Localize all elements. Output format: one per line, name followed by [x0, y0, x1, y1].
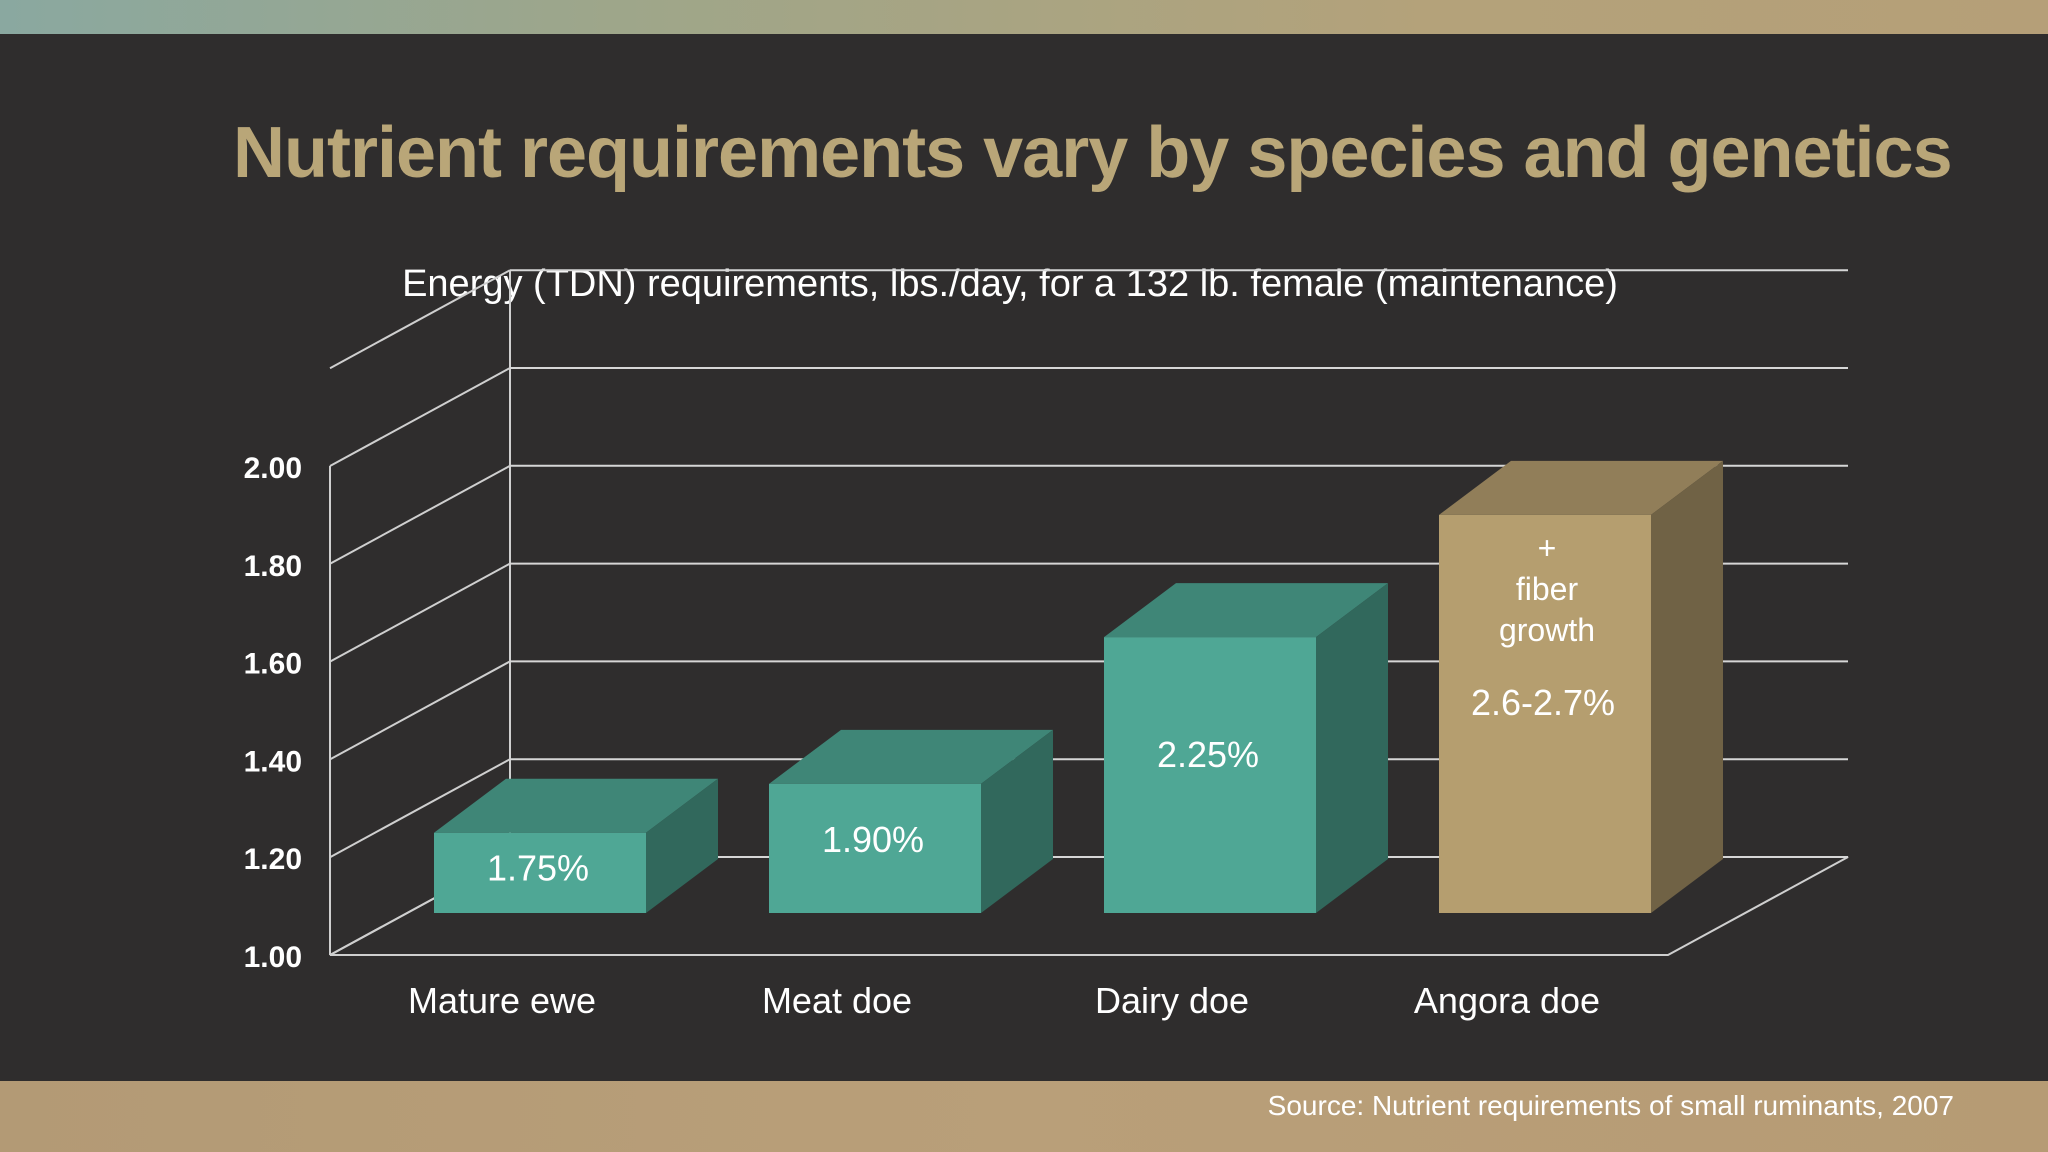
bar-meat-doe: 1.90%: [769, 729, 1053, 913]
bar-data-label: 1.75%: [487, 847, 589, 888]
gridline-diagonal: [329, 367, 511, 467]
bar-annotation: +: [1538, 530, 1557, 566]
bar-front-face: [1104, 637, 1316, 913]
bar-layer: 1.75% 1.90% 2.25% + fiber growth 2.6-2.7%: [434, 460, 1723, 913]
bar-annotation: fiber: [1516, 571, 1579, 607]
x-category-label: Mature ewe: [408, 980, 596, 1021]
slide-title: Nutrient requirements vary by species an…: [233, 113, 1953, 193]
y-tick-label: 1.20: [244, 843, 302, 876]
bottom-texture-strip: [0, 1081, 2048, 1152]
gridline-diagonal: [329, 269, 511, 370]
x-category-label: Meat doe: [762, 980, 912, 1021]
y-tick-label: 1.00: [244, 941, 302, 974]
bar-data-label: 1.90%: [822, 819, 924, 860]
y-tick-label: 1.80: [244, 550, 302, 583]
source-note: Source: Nutrient requirements of small r…: [1267, 1090, 1954, 1121]
gridline-diagonal: [329, 660, 511, 761]
y-tick-label: 2.00: [244, 452, 302, 485]
bar-data-label: 2.25%: [1157, 734, 1259, 775]
bar-side-face: [1651, 460, 1723, 913]
bar-angora-doe: + fiber growth 2.6-2.7%: [1439, 460, 1723, 913]
gridline-diagonal: [329, 464, 511, 565]
bar-data-label: 2.6-2.7%: [1471, 682, 1615, 723]
bar-annotation: growth: [1499, 612, 1595, 648]
y-tick-label: 1.40: [244, 745, 302, 778]
y-tick-labels: 1.00 1.20 1.40 1.60 1.80 2.00: [244, 452, 302, 974]
x-category-label: Dairy doe: [1095, 980, 1249, 1021]
bar-front-face: [1439, 514, 1651, 913]
bar-side-face: [981, 729, 1053, 913]
bar-mature-ewe: 1.75%: [434, 778, 718, 913]
bar-front-face: [769, 783, 981, 913]
bar-top-face: [1439, 460, 1723, 515]
bar-top-face: [1104, 583, 1388, 638]
bar-side-face: [1316, 583, 1388, 913]
x-category-labels: Mature ewe Meat doe Dairy doe Angora doe: [408, 980, 1600, 1021]
bar-top-face: [769, 729, 1053, 784]
y-tick-label: 1.60: [244, 648, 302, 681]
gridline-diagonal: [329, 758, 511, 859]
bar-side-face: [646, 778, 718, 913]
bar-front-face: [434, 832, 646, 913]
top-texture-strip: [0, 0, 2048, 34]
x-category-label: Angora doe: [1414, 980, 1600, 1021]
bar-top-face: [434, 778, 718, 833]
bar-dairy-doe: 2.25%: [1104, 583, 1388, 913]
gridline-diagonal: [329, 562, 511, 663]
